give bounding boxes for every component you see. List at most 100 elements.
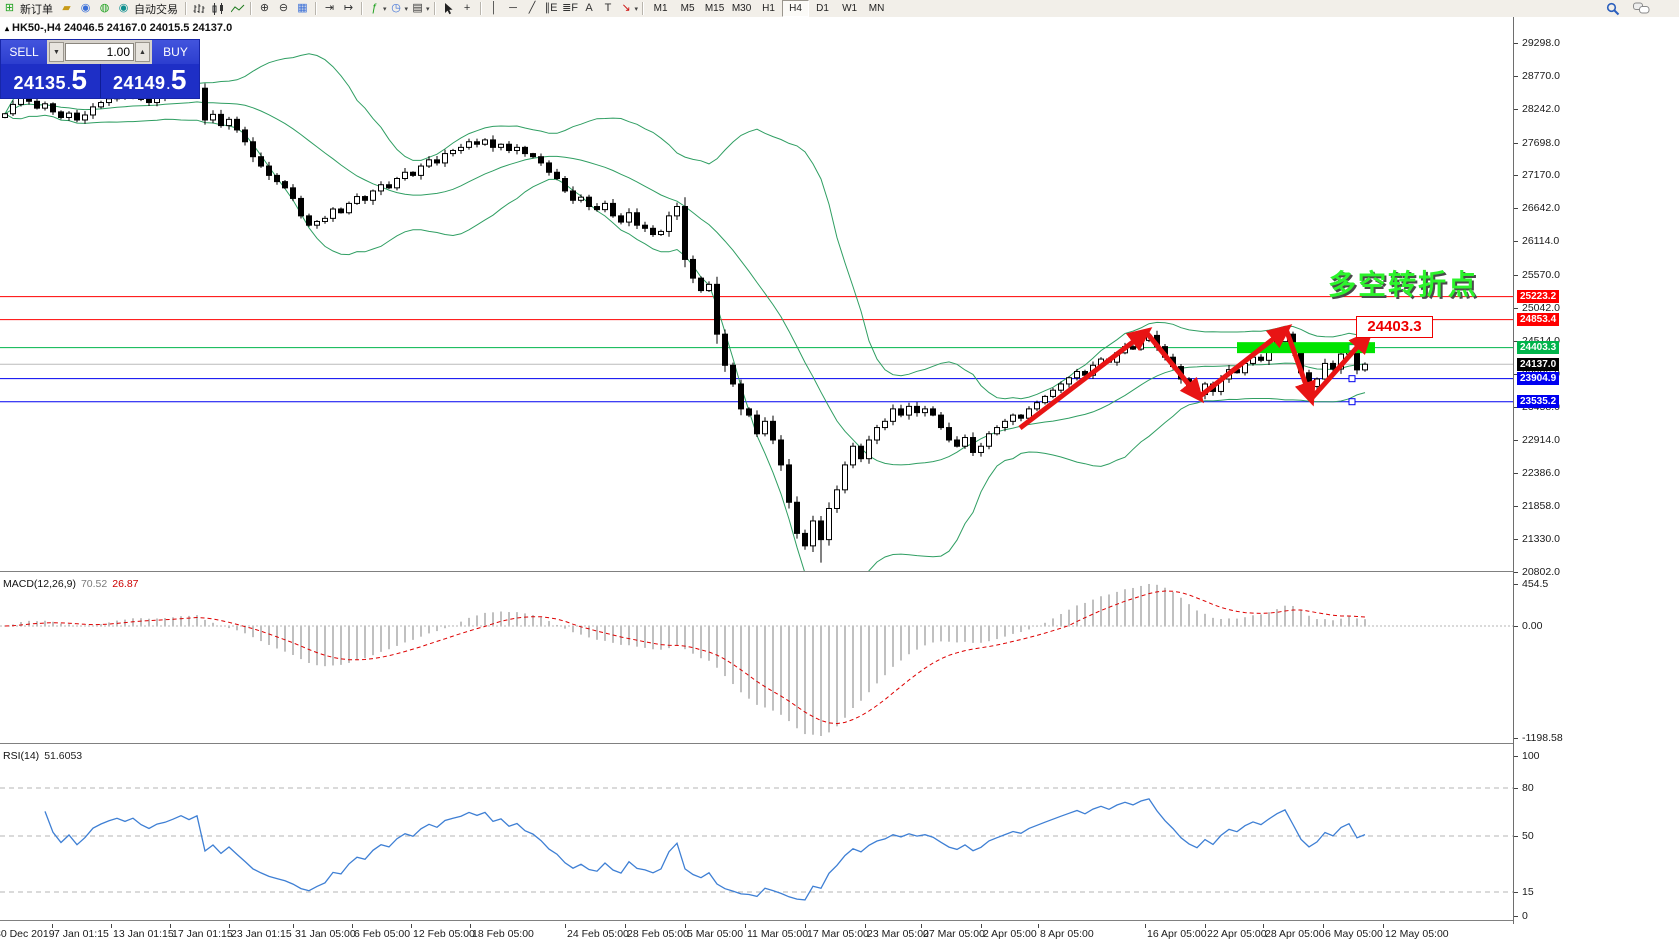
arrows-icon[interactable]: ↘ ▾	[618, 1, 640, 16]
trend-arrow[interactable]	[1197, 324, 1293, 399]
auto-scroll-icon[interactable]: ⇥	[320, 1, 339, 16]
candle-body	[90, 106, 96, 116]
candlestick-chart-icon[interactable]	[209, 1, 228, 16]
search-icon[interactable]	[1603, 1, 1622, 16]
templates-icon[interactable]: ▤ ▾	[409, 1, 431, 16]
fibonacci-icon[interactable]: ≣F	[561, 1, 580, 16]
macd-tick-mark	[1514, 738, 1518, 739]
rsi-panel[interactable]	[0, 747, 1513, 920]
y-tick-mark	[1514, 175, 1518, 176]
candle-body	[682, 206, 688, 260]
candle-body	[866, 439, 872, 460]
timeframe-w1[interactable]: W1	[842, 3, 858, 14]
alerts-icon[interactable]: ◍	[95, 1, 114, 16]
timeframe-h1[interactable]: H1	[762, 3, 775, 14]
main-chart[interactable]	[0, 17, 1513, 571]
candle-body	[522, 146, 528, 155]
dropdown-caret-icon[interactable]: ▾	[383, 5, 387, 13]
y-tick-mark	[1514, 109, 1518, 110]
profile-icon: ◉	[80, 2, 91, 14]
sell-price[interactable]: 24135. 5	[1, 64, 101, 98]
fibonacci-icon: ≣F	[562, 2, 579, 14]
candle-body	[650, 227, 656, 236]
candle-body	[618, 215, 624, 223]
dropdown-caret-icon[interactable]: ▾	[634, 5, 639, 13]
time-axis[interactable]: 30 Dec 2019 7 Jan 01:15 13 Jan 01:15 17 Jan…	[0, 924, 1513, 943]
date-label: 16 Apr 05:00	[1147, 928, 1207, 940]
zigzag-arrows[interactable]	[1018, 324, 1374, 430]
label-icon[interactable]: T	[599, 1, 618, 16]
buy-price[interactable]: 24149. 5	[100, 64, 199, 98]
timeframe-m15[interactable]: M15	[704, 3, 725, 14]
line-handle[interactable]	[1348, 398, 1356, 406]
chat-icon[interactable]	[1632, 1, 1651, 16]
bar-chart-icon[interactable]	[190, 1, 209, 16]
crosshair-icon[interactable]: +	[458, 1, 477, 16]
indicators-icon[interactable]: ƒ ▾	[366, 1, 388, 16]
candle-body	[322, 217, 328, 222]
trendline-icon[interactable]: ╱	[523, 1, 542, 16]
zoom-out-icon[interactable]: ⊖	[274, 1, 293, 16]
annotation-text[interactable]: 多空转折点	[1328, 269, 1479, 300]
bollinger-lower[interactable]	[4, 113, 1366, 571]
new-order-icon[interactable]: ⊞	[0, 1, 19, 16]
buy-button[interactable]: BUY	[152, 40, 199, 64]
candle-body	[698, 277, 704, 292]
timeframe-d1[interactable]: D1	[816, 3, 829, 14]
y-tick-mark	[1514, 241, 1518, 242]
autotrading-button[interactable]: 自动交易	[134, 3, 178, 16]
auto-scroll-icon: ⇥	[324, 2, 335, 14]
gold-icon[interactable]: ▰	[57, 1, 76, 16]
new-order-button[interactable]: 新订单	[20, 3, 53, 16]
support-zone-bar[interactable]	[1237, 342, 1375, 354]
line-chart-icon[interactable]	[228, 1, 247, 16]
x-tick-mark	[685, 924, 686, 928]
channel-icon[interactable]: ∥E	[542, 1, 561, 16]
candle-body	[1010, 414, 1016, 422]
periods-icon[interactable]: ◷ ▾	[388, 1, 410, 16]
autotrading-icon[interactable]: ◉	[114, 1, 133, 16]
date-label: 24 Feb 05:00	[567, 928, 629, 940]
volume-decrease-button[interactable]: ▼	[49, 42, 64, 62]
line-handle[interactable]	[1348, 375, 1356, 383]
profile-icon[interactable]: ◉	[76, 1, 95, 16]
timeframe-h4[interactable]: H4	[782, 0, 810, 17]
price-axis[interactable]: 29298.0 28770.0 28242.0 27698.0 27170.0 26642…	[1513, 17, 1679, 924]
tile-windows-icon[interactable]: ▦	[293, 1, 312, 16]
cursor-icon[interactable]	[439, 1, 458, 16]
trend-arrow[interactable]	[1309, 329, 1374, 401]
rsi-tick-label: 80	[1522, 782, 1534, 794]
timeframe-m5[interactable]: M5	[680, 3, 695, 14]
macd-tick-mark	[1514, 584, 1518, 585]
date-label: 23 Jan 01:15	[231, 928, 292, 940]
vertical-line-icon[interactable]: │	[485, 1, 504, 16]
date-label: 27 Mar 05:00	[923, 928, 985, 940]
candle-body	[82, 114, 88, 121]
sell-price-main: 24135	[13, 73, 67, 93]
dropdown-caret-icon[interactable]: ▾	[404, 5, 409, 13]
text-icon[interactable]: A	[580, 1, 599, 16]
volume-input[interactable]: 1.00	[65, 43, 134, 61]
toolbar-separator	[433, 2, 436, 15]
candle-body	[666, 215, 672, 232]
candle-body	[10, 103, 16, 115]
trend-arrow[interactable]	[1283, 328, 1316, 407]
timeframe-m30[interactable]: M30	[731, 3, 752, 14]
chart-expand-icon[interactable]: ▴	[5, 24, 10, 33]
trend-arrow[interactable]	[1018, 327, 1153, 430]
timeframe-m1[interactable]: M1	[653, 3, 668, 14]
sell-button[interactable]: SELL	[1, 40, 47, 64]
volume-increase-button[interactable]: ▲	[135, 42, 150, 62]
trend-arrow[interactable]	[1144, 330, 1205, 404]
candle-body	[810, 520, 816, 547]
price-flag-label[interactable]: 24403.3	[1356, 316, 1433, 338]
zoom-in-icon[interactable]: ⊕	[255, 1, 274, 16]
dropdown-caret-icon[interactable]: ▾	[426, 5, 430, 13]
x-tick-mark	[1205, 924, 1206, 928]
chart-shift-icon[interactable]: ↦	[339, 1, 358, 16]
bollinger-middle[interactable]	[4, 101, 1366, 466]
macd-panel[interactable]	[0, 575, 1513, 743]
candle-body	[1330, 362, 1336, 370]
horizontal-line-icon[interactable]: ─	[504, 1, 523, 16]
timeframe-mn[interactable]: MN	[868, 3, 885, 14]
